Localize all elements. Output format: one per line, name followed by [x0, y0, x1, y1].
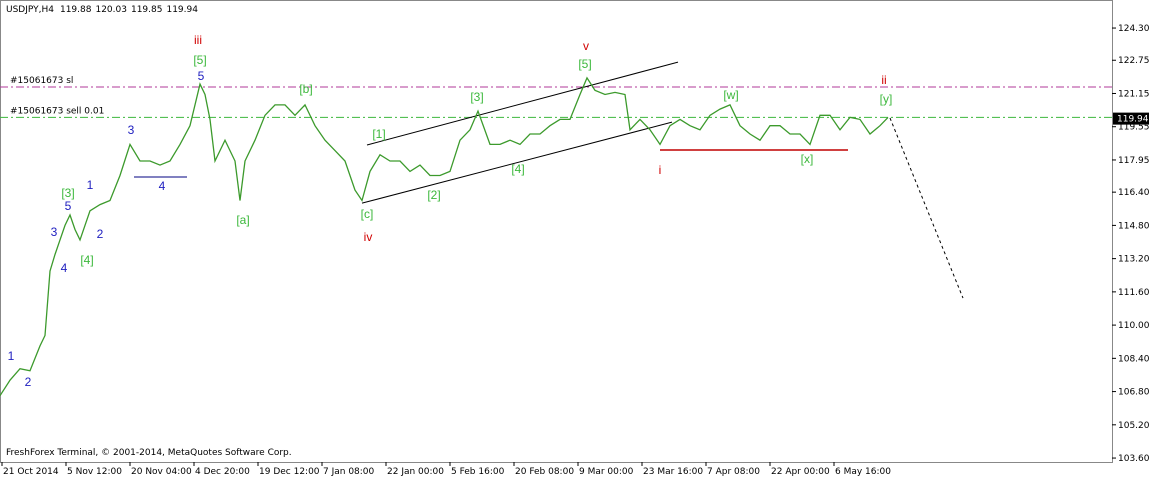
wave-label: v [583, 39, 589, 53]
wave-label: [5] [193, 53, 206, 67]
wave-label: 4 [159, 179, 166, 193]
wave-label: [x] [801, 152, 814, 166]
trend-line [889, 117, 964, 299]
y-tick-label: 108.40 [1118, 354, 1150, 364]
x-tick-label: 20 Nov 04:00 [131, 467, 192, 477]
footer: FreshForex Terminal, © 2001-2014, MetaQu… [6, 448, 292, 458]
wave-label: [1] [0, 404, 1, 418]
trend-line [366, 61, 679, 146]
wave-label: 1 [8, 349, 15, 363]
last-price: 119.94 [1117, 115, 1149, 125]
plot-frame [0, 0, 1113, 463]
wave-label: 5 [65, 199, 72, 213]
y-tick-label: 111.60 [1118, 288, 1150, 298]
price-line [0, 76, 889, 397]
wave-label: [c] [361, 207, 374, 221]
open: 119.88 [60, 5, 92, 15]
wave-label: 2 [97, 227, 104, 241]
y-tick-label: 124.30 [1118, 24, 1150, 34]
wave-label: [w] [723, 88, 738, 102]
wave-label: 4 [61, 261, 68, 275]
wave-label: [y] [880, 92, 893, 106]
symbol: USDJPY,H4 [6, 5, 54, 15]
x-tick-label: 5 Feb 16:00 [451, 467, 505, 477]
order-label: #15061673 sl [10, 76, 73, 86]
wave-label: [4] [80, 253, 93, 267]
wave-label: [3] [470, 90, 483, 104]
x-tick-label: 22 Jan 00:00 [387, 467, 444, 477]
order-label: #15061673 sell 0.01 [10, 106, 104, 116]
wave-label: 5 [198, 69, 205, 83]
wave-label: iv [364, 230, 373, 244]
x-tick-label: 5 Nov 12:00 [67, 467, 122, 477]
wave-label: i [659, 163, 662, 177]
wave-label: 3 [51, 225, 58, 239]
x-tick-label: 7 Apr 08:00 [707, 467, 760, 477]
y-tick-label: 119.55 [1118, 123, 1150, 133]
wave-label: [1] [372, 127, 385, 141]
low: 119.85 [131, 5, 163, 15]
wave-label: [a] [236, 213, 249, 227]
x-tick-label: 6 May 16:00 [835, 467, 891, 477]
x-tick-label: 4 Dec 20:00 [195, 467, 250, 477]
x-tick-label: 19 Dec 12:00 [259, 467, 320, 477]
trend-line [361, 121, 673, 204]
y-tick-label: 114.80 [1118, 221, 1150, 231]
y-tick-label: 113.20 [1118, 255, 1150, 265]
y-tick-label: 105.20 [1118, 421, 1150, 431]
x-tick-label: 9 Mar 00:00 [579, 467, 634, 477]
y-tick-label: 121.15 [1118, 89, 1150, 99]
x-tick-label: 23 Mar 16:00 [643, 467, 703, 477]
plot-area: iii[5]53[3]51324[4]12[1]4[a][b][c]iv[1][… [0, 33, 1112, 418]
wave-label: 2 [25, 375, 32, 389]
x-tick-label: 7 Jan 08:00 [323, 467, 375, 477]
x-tick-label: 20 Feb 08:00 [515, 467, 574, 477]
chart-header: USDJPY,H4 119.88 120.03 119.85 119.94 [6, 5, 198, 15]
y-tick-label: 116.40 [1118, 188, 1150, 198]
wave-label: 1 [87, 178, 94, 192]
wave-label: [5] [578, 57, 591, 71]
wave-label: [2] [427, 188, 440, 202]
high: 120.03 [95, 5, 127, 15]
y-tick-label: 117.95 [1118, 156, 1150, 166]
wave-label: [b] [299, 82, 312, 96]
y-tick-label: 103.60 [1118, 454, 1150, 464]
last-price-box [1113, 112, 1149, 125]
y-tick-label: 106.80 [1118, 388, 1150, 398]
wave-label: [4] [511, 162, 524, 176]
wave-label: 3 [128, 123, 135, 137]
wave-label: iii [194, 33, 202, 47]
y-tick-label: 110.00 [1118, 321, 1150, 331]
x-tick-label: 21 Oct 2014 [3, 467, 59, 477]
x-tick-label: 22 Apr 00:00 [771, 467, 830, 477]
wave-label: ii [881, 73, 886, 87]
wave-label: [3] [61, 186, 74, 200]
y-tick-label: 122.75 [1118, 56, 1150, 66]
close: 119.94 [166, 5, 198, 15]
